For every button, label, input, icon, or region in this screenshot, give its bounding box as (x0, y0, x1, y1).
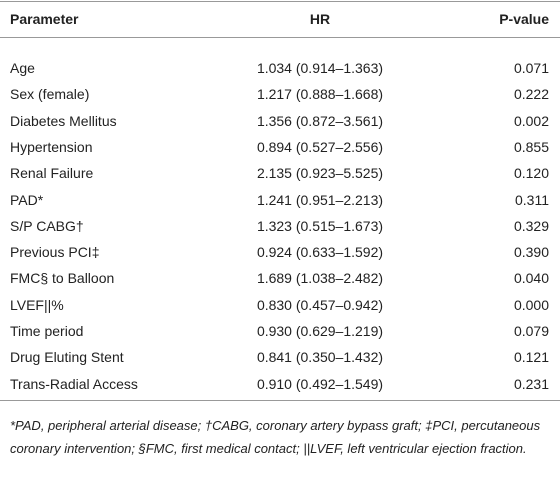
table-cell: 0.071 (513, 60, 549, 76)
table-cell: Diabetes Mellitus (10, 112, 117, 129)
footnote: *PAD, peripheral arterial disease; †CABG… (10, 418, 541, 456)
table-cell: 0.000 (513, 296, 549, 313)
header-cell: HR (309, 11, 331, 27)
table-cell: Age (10, 60, 35, 76)
table-cell: 1.241 (0.951–2.213) (256, 191, 384, 208)
table-cell: 0.121 (513, 349, 549, 366)
table-cell: 1.323 (0.515–1.673) (256, 217, 384, 234)
table-cell: LVEF||% (10, 296, 64, 313)
table-cell: Trans-Radial Access (10, 375, 138, 392)
table-row: Sex (female) 1.217 (0.888–1.668) 0.222 (0, 81, 560, 107)
table-cell: 0.924 (0.633–1.592) (256, 244, 384, 261)
table-cell: 0.910 (0.492–1.549) (256, 375, 384, 392)
table-row: Renal Failure 2.135 (0.923–5.525) 0.120 (0, 160, 560, 186)
table-cell: Time period (10, 323, 84, 339)
table-cell: 1.217 (0.888–1.668) (256, 86, 384, 103)
table-cell: Sex (female) (10, 86, 90, 103)
table-row: Age 1.034 (0.914–1.363) 0.071 (0, 55, 560, 81)
table-cell: 0.079 (513, 323, 549, 339)
table-cell: 0.222 (513, 86, 549, 103)
table-row: LVEF||% 0.830 (0.457–0.942) 0.000 (0, 292, 560, 318)
table-cell: 0.002 (513, 112, 549, 129)
table-row: Trans-Radial Access 0.910 (0.492–1.549) 0.… (0, 371, 560, 397)
table-cell: 0.390 (513, 244, 549, 261)
header-cell: Parameter (10, 11, 79, 27)
table-cell: 0.120 (513, 165, 549, 182)
table-row: FMC§ to Balloon 1.689 (1.038–2.482) 0.040 (0, 265, 560, 291)
table-cell: 0.930 (0.629–1.219) (256, 323, 384, 339)
table-cell: FMC§ to Balloon (10, 270, 115, 287)
table-cell: 0.841 (0.350–1.432) (256, 349, 384, 366)
table-row: PAD* 1.241 (0.951–2.213) 0.311 (0, 187, 560, 213)
table-cell: PAD* (10, 191, 44, 208)
top-rule (0, 1, 560, 2)
table-cell: 0.311 (515, 191, 549, 208)
bottom-rule (0, 400, 560, 401)
table-cell: Previous PCI‡ (10, 244, 100, 261)
table-cell: 1.689 (1.038–2.482) (256, 270, 384, 287)
table-cell: Renal Failure (10, 165, 94, 182)
table-cell: 0.231 (513, 375, 549, 392)
table-cell: 2.135 (0.923–5.525) (256, 165, 384, 182)
table-cell: 0.040 (513, 270, 549, 287)
table-cell: 0.855 (513, 138, 549, 155)
table-cell: S/P CABG† (10, 217, 84, 234)
table-cell: 1.356 (0.872–3.561) (256, 112, 384, 129)
table-row: Previous PCI‡ 0.924 (0.633–1.592) 0.390 (0, 239, 560, 265)
table-row: Diabetes Mellitus 1.356 (0.872–3.561) 0.00… (0, 108, 560, 134)
table-row: S/P CABG† 1.323 (0.515–1.673) 0.329 (0, 213, 560, 239)
header-rule (0, 37, 560, 38)
table-row: Time period 0.930 (0.629–1.219) 0.079 (0, 318, 560, 344)
table-row: Hypertension 0.894 (0.527–2.556) 0.855 (0, 134, 560, 160)
table-cell: 0.830 (0.457–0.942) (256, 296, 384, 313)
table-cell: Drug Eluting Stent (10, 349, 124, 366)
header-row: Parameter HR P-value (0, 6, 560, 32)
table-cell: 0.894 (0.527–2.556) (256, 138, 384, 155)
header-cell: P-value (499, 11, 549, 27)
table-cell: 0.329 (513, 217, 549, 234)
table-row: Drug Eluting Stent 0.841 (0.350–1.432) 0.1… (0, 344, 560, 370)
table-cell: 1.034 (0.914–1.363) (256, 60, 384, 76)
table-cell: Hypertension (10, 138, 93, 155)
